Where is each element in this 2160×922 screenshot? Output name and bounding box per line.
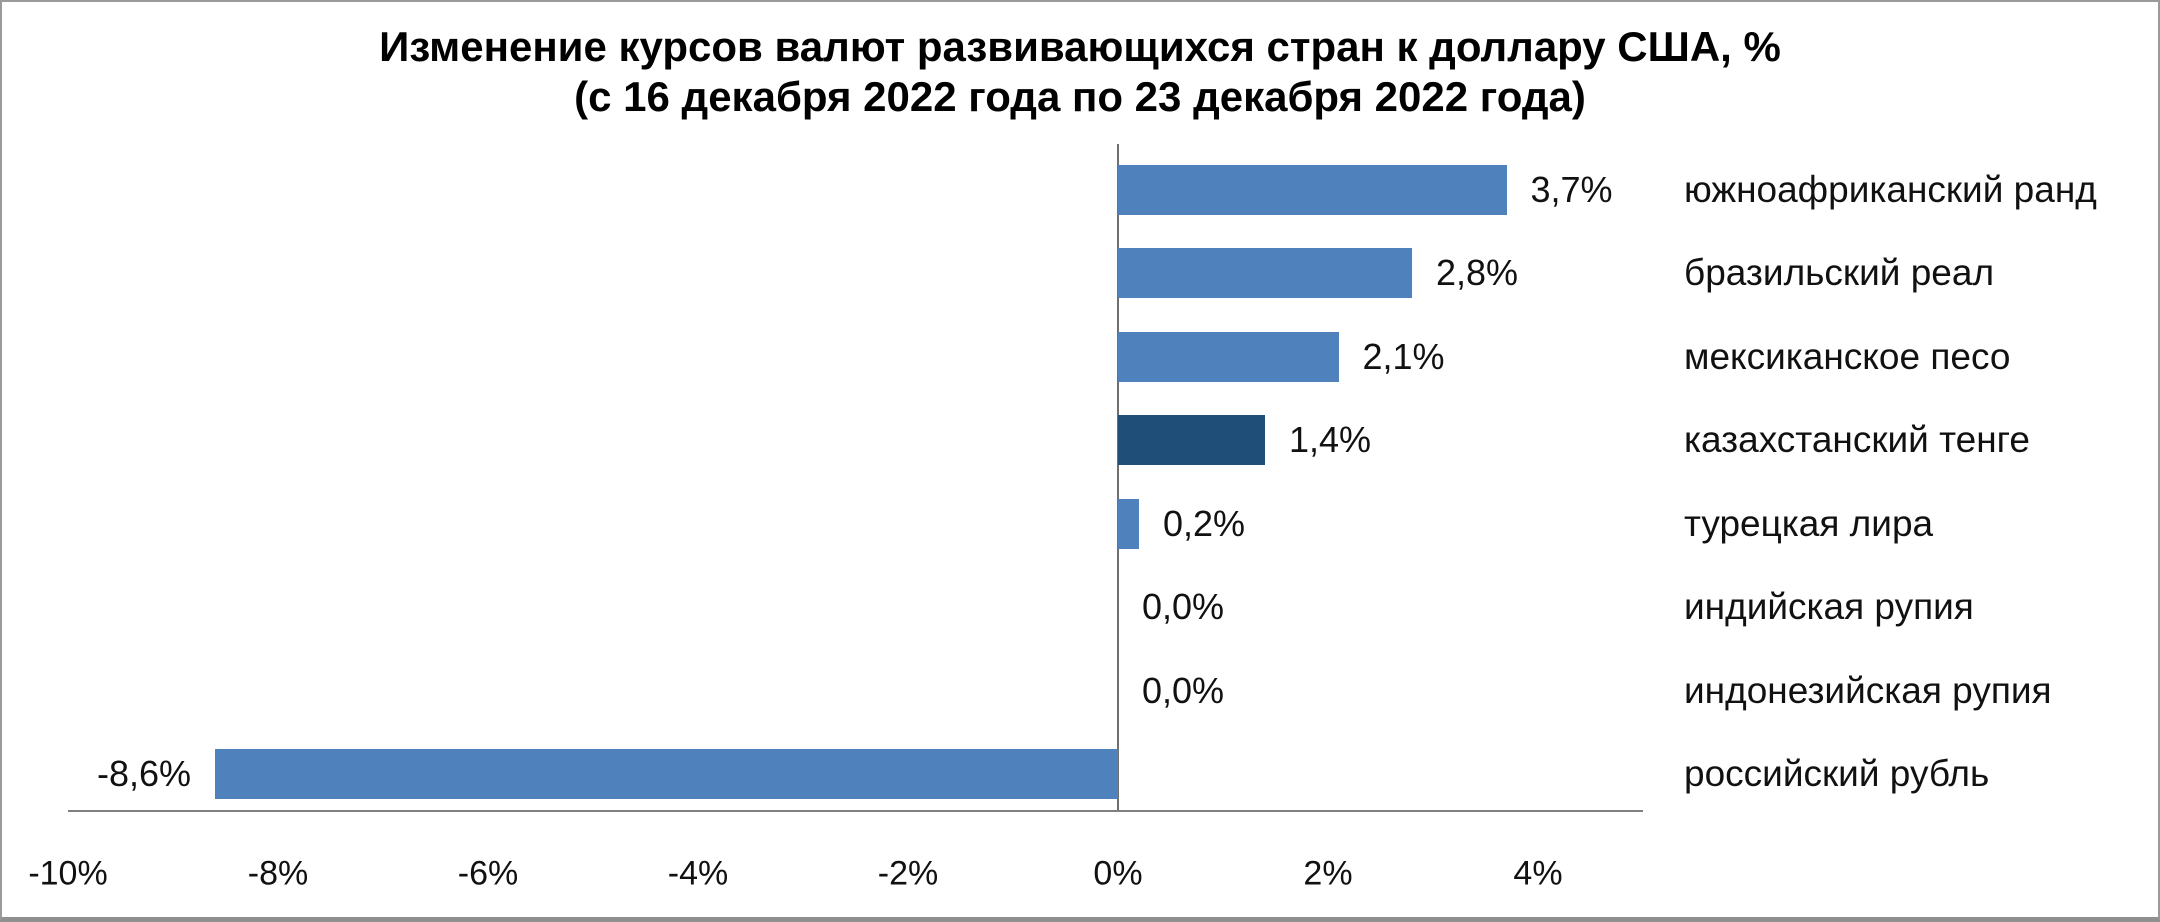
x-tick-label: 2%: [1303, 854, 1353, 893]
zero-axis-line: [1117, 144, 1119, 810]
bar-value-label: 0,0%: [1142, 586, 1225, 628]
x-tick-label: -10%: [28, 854, 108, 893]
bar-value-label: 2,8%: [1436, 252, 1519, 294]
bar-8: [215, 749, 1118, 800]
category-label: казахстанский тенге: [1684, 419, 2030, 461]
x-tick-label: -8%: [247, 854, 309, 893]
bar-value-label: 1,4%: [1289, 419, 1372, 461]
bar-4: [1118, 415, 1265, 466]
chart-title-block: Изменение курсов валют развивающихся стр…: [2, 22, 2158, 122]
x-axis-line: [68, 810, 1643, 812]
x-tick-label: -2%: [877, 854, 939, 893]
bar-2: [1118, 248, 1412, 299]
x-tick-label: -4%: [667, 854, 729, 893]
bar-5: [1118, 498, 1139, 549]
bar-value-label: 0,0%: [1142, 669, 1225, 711]
x-tick-label: 4%: [1513, 854, 1563, 893]
category-label: южноафриканский ранд: [1684, 168, 2097, 210]
bar-value-label: -8,6%: [96, 753, 191, 795]
category-label: мексиканское песо: [1684, 335, 2011, 377]
category-label: индийская рупия: [1684, 586, 1974, 628]
bar-1: [1118, 164, 1507, 215]
x-tick-label: -6%: [457, 854, 519, 893]
category-label: бразильский реал: [1684, 252, 1995, 294]
bar-value-label: 0,2%: [1163, 502, 1246, 544]
chart-title: Изменение курсов валют развивающихся стр…: [379, 23, 1781, 70]
bar-value-label: 3,7%: [1530, 168, 1613, 210]
category-label: индонезийская рупия: [1684, 669, 2052, 711]
chart-subtitle: (с 16 декабря 2022 года по 23 декабря 20…: [574, 73, 1586, 120]
bar-3: [1118, 331, 1339, 382]
bar-value-label: 2,1%: [1362, 335, 1445, 377]
category-label: турецкая лира: [1684, 502, 1934, 544]
category-label: российский рубль: [1684, 753, 1990, 795]
x-tick-label: 0%: [1093, 854, 1143, 893]
